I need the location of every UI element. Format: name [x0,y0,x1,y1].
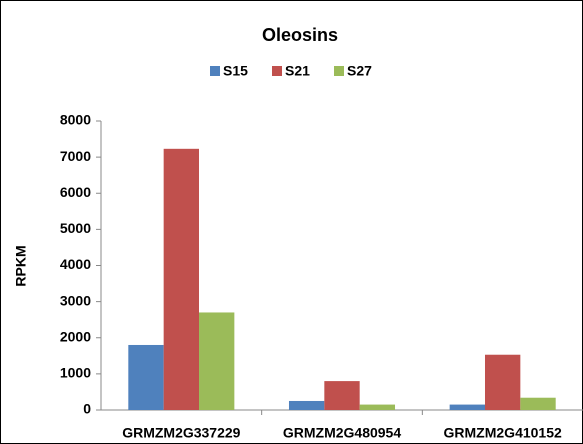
legend-swatch [210,66,220,76]
bar [520,397,556,410]
x-tick-label: GRMZM2G480954 [283,425,401,441]
legend-label: S27 [347,63,372,79]
bar [288,400,325,410]
y-tick-label: 4000 [60,256,91,272]
y-tick-label: 0 [83,401,91,417]
bar [163,148,200,410]
bar [359,404,396,410]
y-tick-label: 6000 [60,184,91,200]
y-tick-label: 8000 [60,112,91,128]
y-tick-label: 5000 [60,220,91,236]
bar [199,312,235,410]
x-tick-label: GRMZM2G337229 [122,425,240,441]
legend-label: S21 [285,63,310,79]
y-axis-label: RPKM [13,245,29,286]
y-tick-label: 1000 [60,365,91,381]
bar [324,381,360,410]
x-tick-label: GRMZM2G410152 [444,425,562,441]
bar [484,354,521,410]
y-tick-label: 2000 [60,328,91,344]
legend-swatch [334,66,344,76]
y-tick-label: 7000 [60,148,91,164]
legend-swatch [272,66,282,76]
bar [449,404,485,410]
legend-label: S15 [223,63,248,79]
chart-title: Oleosins [262,25,338,45]
y-tick-label: 3000 [60,292,91,308]
bar [128,344,164,410]
